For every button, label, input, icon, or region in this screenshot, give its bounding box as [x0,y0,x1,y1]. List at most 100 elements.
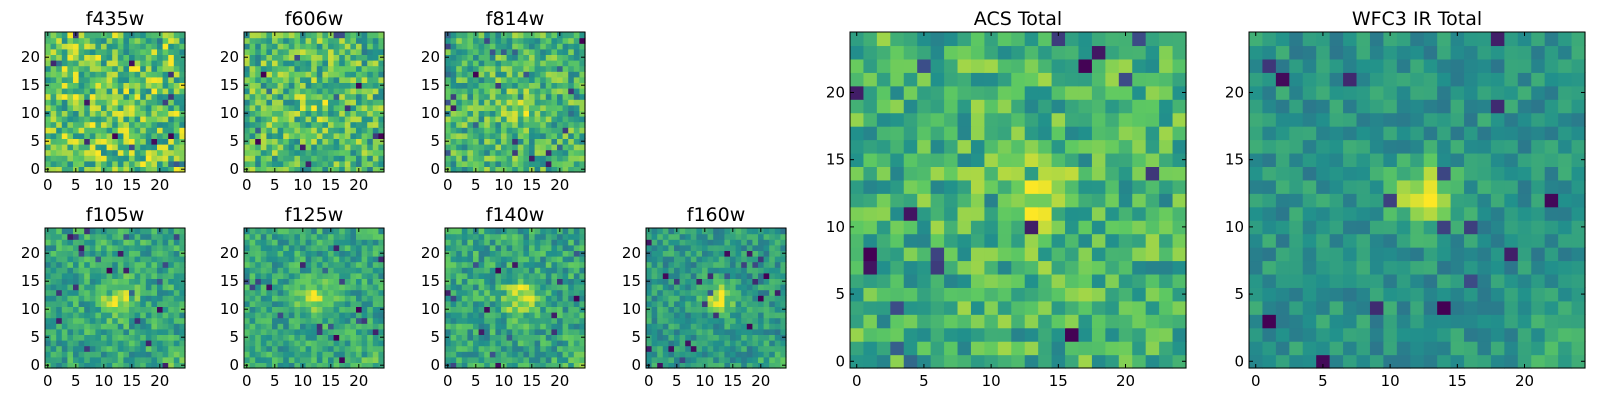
heatmap-cell [1145,287,1160,302]
heatmap-cell [489,132,496,139]
heatmap-cell [328,312,335,319]
heatmap-cell [89,228,96,235]
heatmap-cell [445,149,452,156]
heatmap-cell [311,155,318,162]
heatmap-cell [339,121,346,128]
heatmap-cell [484,144,491,151]
heatmap-cell [106,60,113,67]
heatmap-cell [101,261,108,268]
heatmap-cell [78,306,85,313]
heatmap-cell [746,334,753,341]
heatmap-cell [378,132,385,139]
heatmap-cell [272,317,279,324]
heatmap-cell [283,110,290,117]
heatmap-cell [249,261,256,268]
heatmap-cell [361,76,368,83]
heatmap-cell [134,166,141,173]
heatmap-cell [157,138,164,145]
heatmap-cell [501,149,508,156]
y-tick-label: 15 [220,76,239,94]
heatmap-cell [157,300,164,307]
heatmap-cell [473,328,480,335]
heatmap-cell [356,351,363,358]
heatmap-cell [305,233,312,240]
heatmap-cell [456,334,463,341]
heatmap-cell [545,166,552,173]
heatmap-cell [1159,314,1174,329]
heatmap-cell [890,287,905,302]
heatmap-cell [328,250,335,257]
heatmap-cell [316,71,323,78]
heatmap-cell [249,99,256,106]
heatmap-cell [356,272,363,279]
heatmap-cell [562,127,569,134]
heatmap-cell [311,43,318,50]
heatmap-cell [506,267,513,274]
heatmap-cell [534,233,541,240]
heatmap-cell [316,166,323,173]
heatmap-cell [579,272,586,279]
heatmap-cell [713,300,720,307]
heatmap-cell [173,166,180,173]
heatmap-cell [707,340,714,347]
heatmap-cell [316,267,323,274]
heatmap-cell [123,256,130,263]
heatmap-cell [140,351,147,358]
heatmap-cell [294,110,301,117]
heatmap-cell [78,93,85,100]
heatmap-cell [339,334,346,341]
heatmap-cell [300,351,307,358]
heatmap-cell [50,88,57,95]
heatmap-cell [112,306,119,313]
heatmap-cell [173,60,180,67]
heatmap-cell [95,43,102,50]
heatmap-cell [249,37,256,44]
heatmap-cell [140,116,147,123]
heatmap-cell [140,121,147,128]
heatmap-cell [763,289,770,296]
heatmap-cell [467,362,474,369]
heatmap-cell [724,272,731,279]
heatmap-cell [129,278,136,285]
heatmap-cell [162,334,169,341]
heatmap-cell [179,345,186,352]
heatmap-cell [573,104,580,111]
heatmap-cell [266,362,273,369]
heatmap-cell [568,48,575,55]
heatmap-cell [651,356,658,363]
heatmap-cell [1065,220,1080,235]
heatmap-cell [361,160,368,167]
heatmap-cell [67,256,74,263]
heatmap-cell [850,273,865,288]
heatmap-cell [512,110,519,117]
heatmap-cell [151,239,158,246]
heatmap-cell [244,300,251,307]
heatmap-cell [260,110,267,117]
heatmap-cell [157,250,164,257]
heatmap-cell [305,32,312,39]
heatmap-cell [651,284,658,291]
heatmap-cell [467,76,474,83]
heatmap-cell [495,116,502,123]
heatmap-cell [478,244,485,251]
heatmap-cell [173,160,180,167]
heatmap-cell [140,99,147,106]
heatmap-cell [106,351,113,358]
heatmap-cell [344,256,351,263]
heatmap-cell [266,261,273,268]
heatmap-cell [930,247,945,262]
heatmap-cell [517,71,524,78]
heatmap-cell [84,71,91,78]
heatmap-cell [117,82,124,89]
heatmap-cell [903,354,918,369]
heatmap-cell [266,138,273,145]
heatmap-cell [467,37,474,44]
heatmap-cell [562,138,569,145]
heatmap-cell [724,233,731,240]
heatmap-cell [73,261,80,268]
heatmap-cell [662,261,669,268]
heatmap-cell [179,65,186,72]
heatmap-cell [134,60,141,67]
y-tick-label: 10 [220,300,239,318]
heatmap-cell [495,272,502,279]
